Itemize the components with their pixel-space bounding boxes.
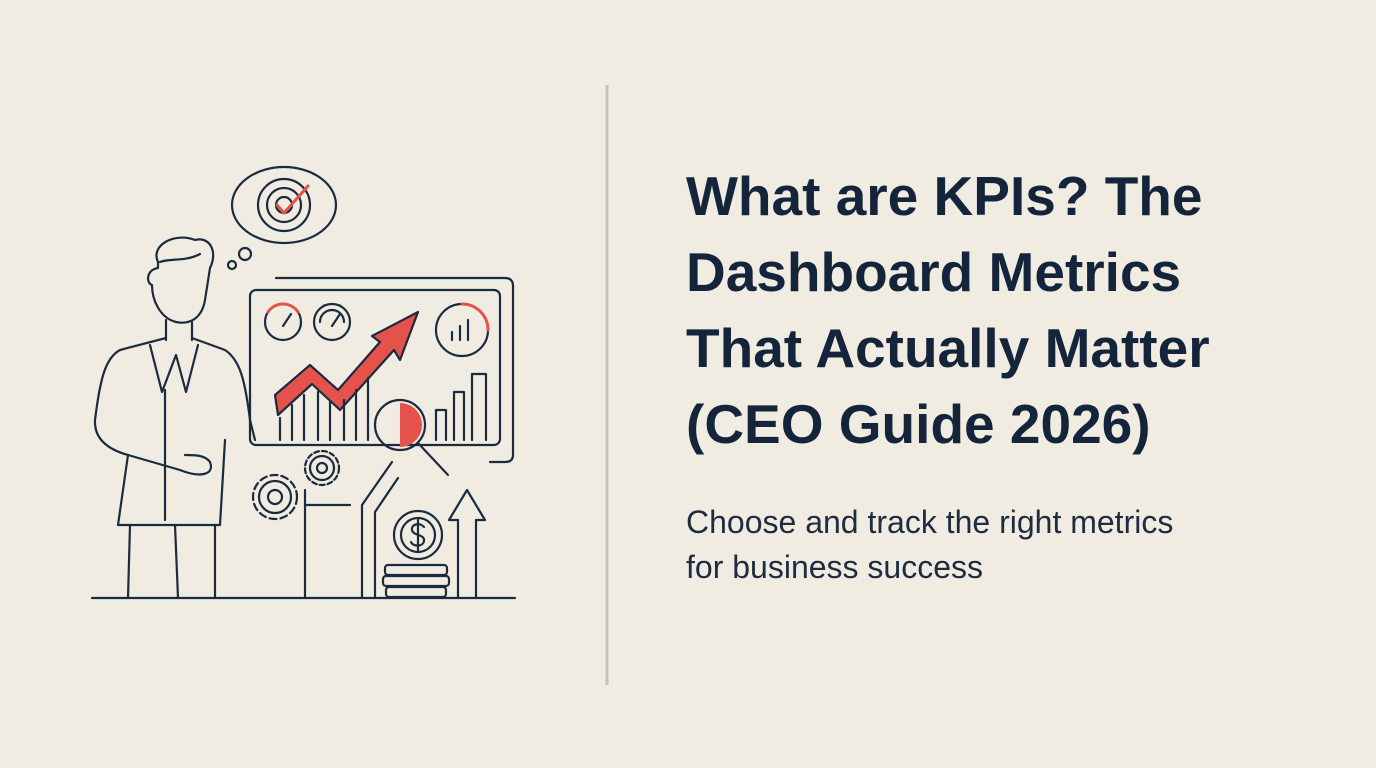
title: What are KPIs? The Dashboard Metrics Tha… (686, 165, 1210, 455)
subtitle: Choose and track the right metrics for b… (686, 504, 1173, 585)
title-line: That Actually Matter (686, 317, 1210, 379)
illustration (90, 165, 517, 600)
title-line: Dashboard Metrics (686, 241, 1181, 303)
title-line: (CEO Guide 2026) (686, 393, 1151, 455)
title-line: What are KPIs? The (686, 165, 1202, 227)
subtitle-line: Choose and track the right metrics (686, 504, 1173, 540)
person (93, 236, 257, 600)
finance-icons (303, 460, 487, 600)
dashboard (248, 276, 515, 477)
thought-bubble (226, 165, 338, 271)
gears (251, 449, 341, 521)
subtitle-line: for business success (686, 549, 983, 585)
trend-arrow (275, 312, 418, 415)
